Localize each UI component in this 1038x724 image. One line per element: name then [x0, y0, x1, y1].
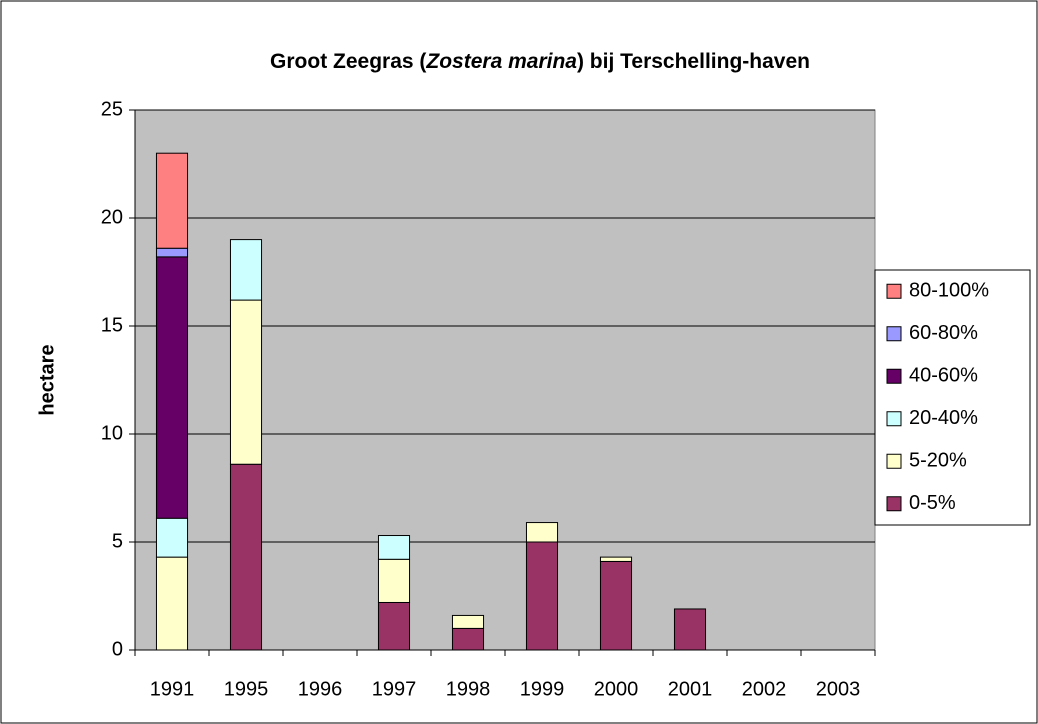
- legend-swatch: [886, 283, 902, 299]
- bar-segment: [673, 608, 707, 651]
- x-tick-label: 1991: [150, 678, 195, 700]
- y-axis-label: hectare: [36, 344, 58, 415]
- legend-label: 20-40%: [909, 407, 978, 429]
- bar-segment: [377, 558, 411, 603]
- legend-box: [874, 269, 1031, 526]
- bar-segment: [377, 535, 411, 560]
- x-tick-label: 1999: [520, 678, 565, 700]
- bar-segment: [155, 152, 189, 249]
- title-part: ) bij Terschelling-haven: [577, 50, 810, 73]
- legend-label: 0-5%: [909, 492, 956, 514]
- y-tick-label: 0: [112, 638, 123, 660]
- bar-segment: [599, 556, 633, 562]
- x-tick-label: 1998: [446, 678, 491, 700]
- x-tick-label: 2001: [668, 678, 713, 700]
- bar-segment: [451, 627, 485, 651]
- bar-segment: [229, 299, 263, 465]
- legend-label: 5-20%: [909, 450, 967, 472]
- x-tick-label: 1996: [298, 678, 343, 700]
- bar-segment: [155, 256, 189, 519]
- bar-segment: [451, 614, 485, 629]
- legend-label: 60-80%: [909, 322, 978, 344]
- bar-segment: [155, 247, 189, 258]
- bar-segment: [525, 541, 559, 651]
- y-tick-label: 10: [101, 422, 123, 444]
- bar-segment: [155, 556, 189, 651]
- x-tick-label: 2000: [594, 678, 639, 700]
- bar-segment: [525, 522, 559, 543]
- legend-label: 80-100%: [909, 280, 989, 302]
- legend-swatch: [886, 368, 902, 384]
- title-part: Zostera marina: [425, 50, 577, 73]
- y-tick-label: 5: [112, 530, 123, 552]
- x-tick-label: 1995: [224, 678, 269, 700]
- x-tick-label: 2003: [816, 678, 861, 700]
- legend-swatch: [886, 411, 902, 427]
- y-tick-label: 15: [101, 314, 123, 336]
- legend-label: 40-60%: [909, 365, 978, 387]
- x-tick-label: 1997: [372, 678, 417, 700]
- bar-segment: [229, 239, 263, 301]
- bar-segment: [377, 601, 411, 651]
- title-part: Groot Zeegras (: [270, 50, 426, 73]
- y-tick-label: 25: [101, 98, 123, 120]
- legend-swatch: [886, 453, 902, 469]
- legend-swatch: [886, 496, 902, 512]
- legend-swatch: [886, 326, 902, 342]
- y-tick-label: 20: [101, 206, 123, 228]
- bar-segment: [229, 463, 263, 651]
- bar-segment: [599, 560, 633, 651]
- chart-title: Groot Zeegras (Zostera marina) bij Tersc…: [270, 50, 810, 73]
- x-tick-label: 2002: [742, 678, 787, 700]
- bar-segment: [155, 517, 189, 558]
